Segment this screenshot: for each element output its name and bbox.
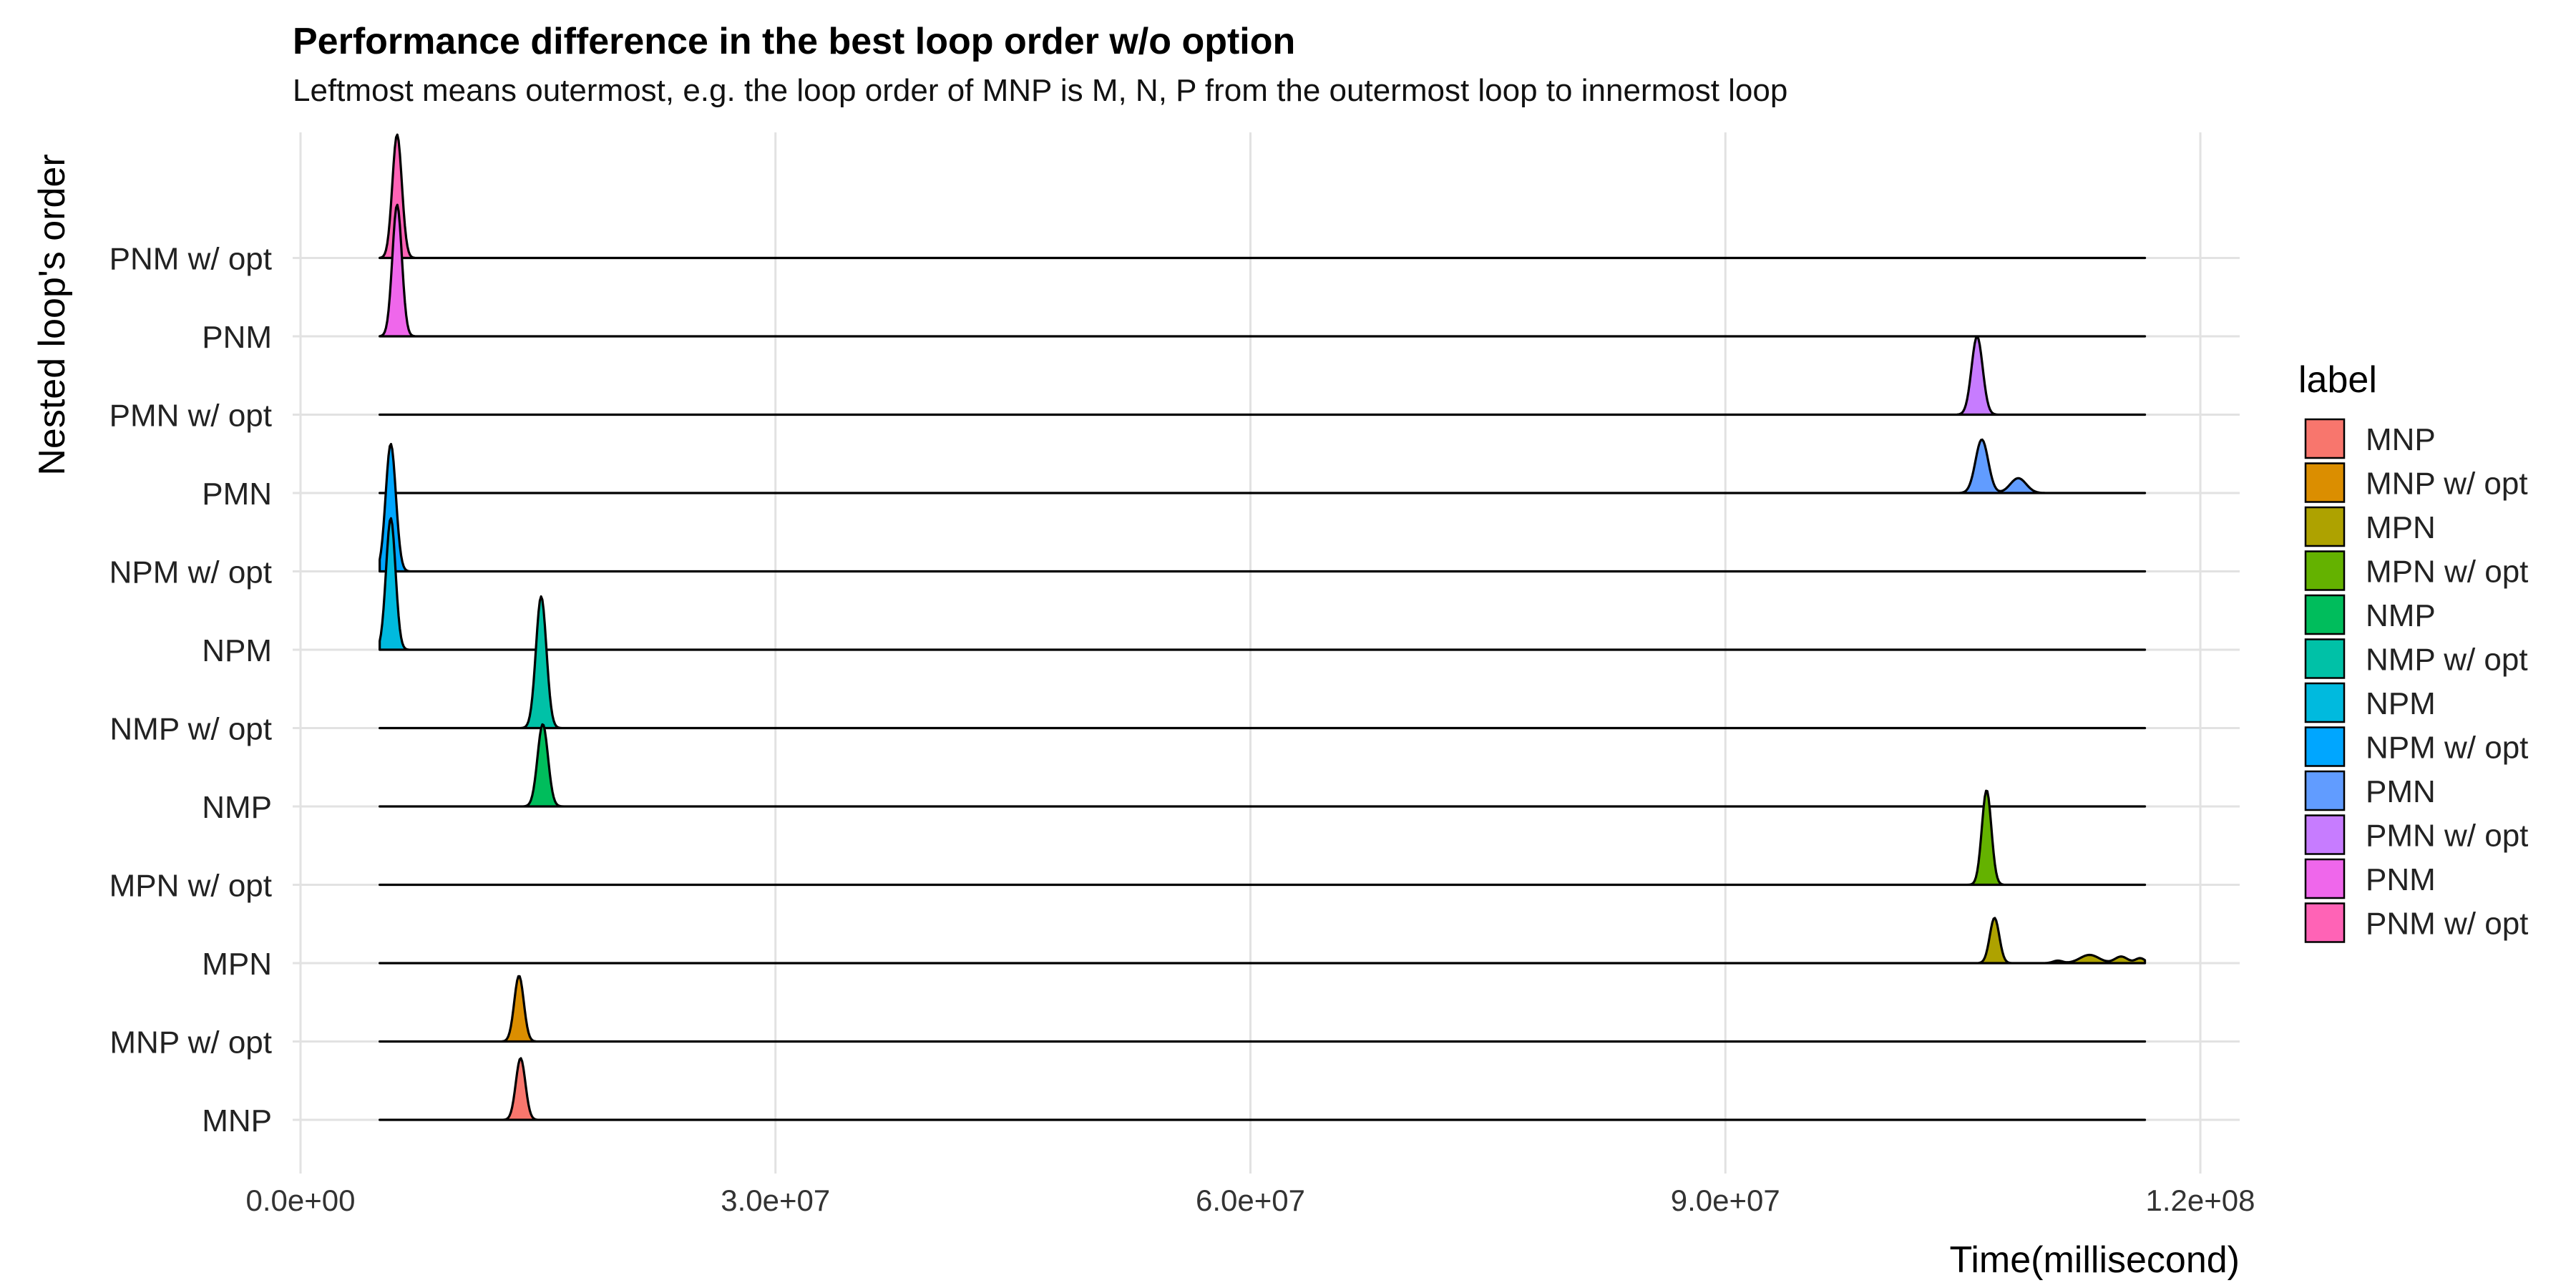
legend-label: PMN	[2366, 774, 2436, 809]
legend-swatch	[2304, 418, 2346, 459]
legend-label: MPN w/ opt	[2366, 555, 2528, 590]
y-tick-label: PMN w/ opt	[109, 399, 272, 434]
legend-swatch	[2304, 814, 2346, 855]
legend-swatch	[2304, 726, 2346, 767]
y-tick-label: MNP	[202, 1103, 272, 1138]
ridges	[379, 133, 2147, 1121]
legend-label: NPM	[2366, 686, 2436, 721]
y-tick-label: NPM w/ opt	[109, 555, 272, 590]
legend-label: MNP w/ opt	[2366, 467, 2528, 502]
legend-swatch	[2304, 550, 2346, 591]
x-axis-title: Time(millisecond)	[1950, 1239, 2240, 1281]
y-axis-title: Nested loop's order	[31, 154, 73, 475]
x-tick-label: 3.0e+07	[721, 1184, 830, 1217]
legend: label MNP MNP w/ opt MPN MPN w/ opt NMP NMP w…	[2298, 359, 2528, 943]
y-tick-label: NMP	[202, 790, 272, 825]
y-tick-label: NPM	[202, 633, 272, 668]
ridge-pnm-w-opt	[379, 133, 2147, 260]
legend-label: PNM	[2366, 862, 2436, 897]
ridge-pmn	[379, 438, 2147, 494]
legend-swatch	[2304, 462, 2346, 503]
legend-swatch	[2304, 770, 2346, 811]
legend-swatch	[2304, 506, 2346, 547]
y-tick-label: PMN	[202, 477, 272, 512]
y-tick-label: MPN	[202, 947, 272, 982]
x-tick-label: 9.0e+07	[1671, 1184, 1780, 1217]
y-tick-label: NMP w/ opt	[109, 712, 272, 747]
ridge-npm-w-opt	[379, 442, 2147, 573]
legend-swatch	[2304, 858, 2346, 899]
legend-swatch	[2304, 682, 2346, 723]
legend-swatch	[2304, 902, 2346, 943]
legend-label: PNM w/ opt	[2366, 907, 2528, 942]
legend-swatch	[2304, 638, 2346, 679]
y-tick-label: PNM w/ opt	[109, 242, 272, 277]
ridge-nmp	[379, 723, 2147, 808]
ridge-pnm	[379, 203, 2147, 338]
ridge-nmp-w-opt	[379, 595, 2147, 730]
ridge-npm	[379, 517, 2147, 651]
grid-lines	[293, 132, 2240, 1174]
legend-label: NPM w/ opt	[2366, 731, 2528, 766]
x-tick-label: 1.2e+08	[2146, 1184, 2255, 1217]
chart-subtitle: Leftmost means outermost, e.g. the loop …	[293, 73, 1788, 108]
legend-label: NMP	[2366, 598, 2436, 633]
x-tick-labels: 0.0e+00 3.0e+07 6.0e+07 9.0e+07 1.2e+08	[246, 1184, 2255, 1217]
y-tick-label: MPN w/ opt	[109, 869, 272, 904]
x-tick-label: 0.0e+00	[246, 1184, 356, 1217]
ridge-mnp-w-opt	[379, 975, 2147, 1043]
legend-title: label	[2298, 359, 2377, 401]
y-tick-label: MNP w/ opt	[109, 1025, 272, 1060]
chart-title: Performance difference in the best loop …	[293, 21, 1296, 62]
legend-label: MNP	[2366, 422, 2436, 457]
ridge-mnp	[379, 1057, 2147, 1121]
legend-swatch	[2304, 594, 2346, 635]
ridge-mpn	[379, 917, 2147, 965]
y-tick-label: PNM	[202, 320, 272, 355]
ridge-mpn-w-opt	[379, 789, 2147, 887]
legend-label: PMN w/ opt	[2366, 819, 2528, 854]
x-tick-label: 6.0e+07	[1196, 1184, 1305, 1217]
y-tick-labels: MNP MNP w/ opt MPN MPN w/ opt NMP NMP w/ opt N…	[109, 242, 272, 1139]
legend-label: NMP w/ opt	[2366, 643, 2528, 678]
legend-label: MPN	[2366, 510, 2436, 545]
ridge-pmn-w-opt	[379, 335, 2147, 416]
